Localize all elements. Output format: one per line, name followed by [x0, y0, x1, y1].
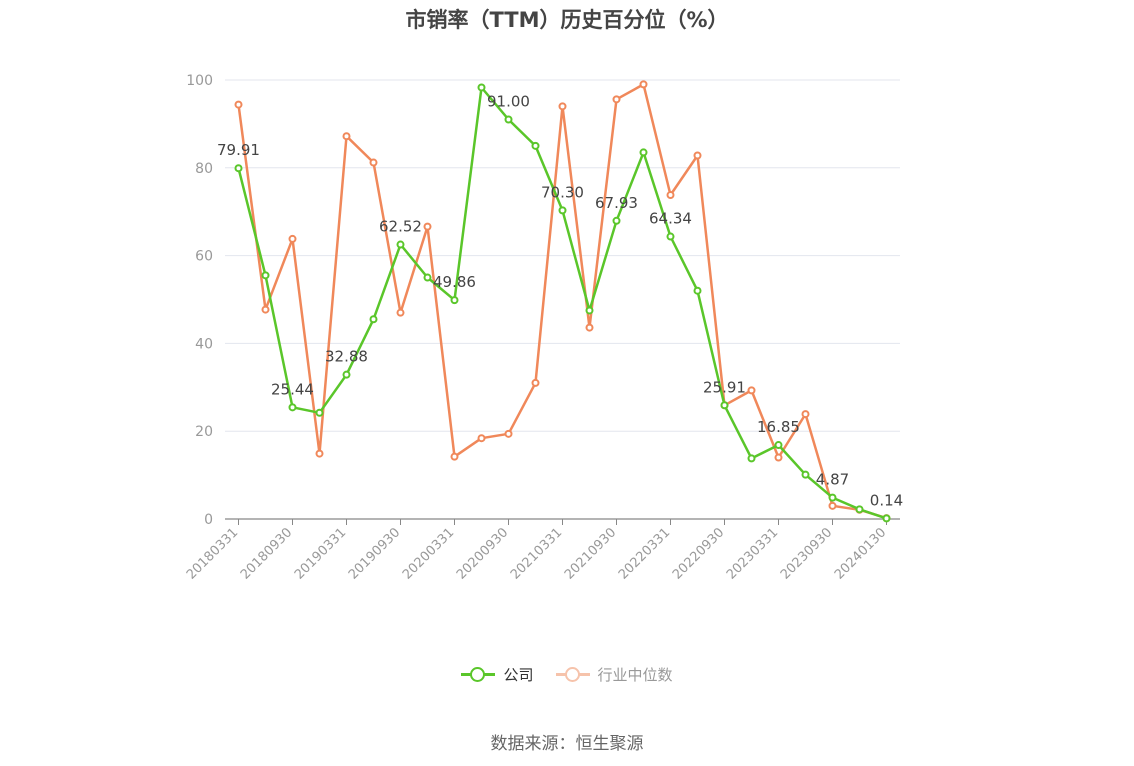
data-point	[396, 240, 405, 249]
data-point	[585, 306, 594, 315]
data-point	[315, 408, 324, 417]
data-point	[693, 151, 702, 160]
data-label: 25.44	[271, 380, 314, 398]
data-point	[801, 410, 810, 419]
data-point	[558, 102, 567, 111]
label-layer: 79.91 25.44 32.88 62.52 49.86 91.00 70.30 67.93…	[217, 93, 903, 510]
y-tick-label: 20	[195, 424, 213, 440]
data-point	[261, 271, 270, 280]
data-point	[477, 434, 486, 443]
data-point	[234, 164, 243, 173]
x-tick-label: 20200930	[454, 525, 511, 582]
x-tick-label: 20180930	[238, 525, 295, 582]
x-tick-label: 20240130	[832, 525, 889, 582]
data-point	[531, 141, 540, 150]
data-point	[801, 470, 810, 479]
data-label: 0.14	[870, 491, 903, 509]
series-line-1	[237, 83, 887, 520]
x-tick-label: 20230331	[724, 525, 781, 582]
data-point	[882, 514, 891, 523]
data-point	[423, 273, 432, 282]
legend: 公司 行业中位数	[0, 664, 1134, 685]
chart-title: 市销率（TTM）历史百分位（%）	[405, 8, 729, 32]
data-point	[612, 216, 621, 225]
legend-industry-line-icon	[555, 667, 590, 682]
data-point	[342, 370, 351, 379]
legend-industry-label: 行业中位数	[597, 666, 673, 684]
source-note: 数据来源：恒生聚源	[490, 734, 644, 754]
data-point	[234, 100, 243, 109]
data-label: 62.52	[379, 218, 422, 236]
data-point	[774, 453, 783, 462]
data-point	[504, 429, 513, 438]
data-point	[423, 222, 432, 231]
data-point	[855, 505, 864, 514]
data-point	[828, 501, 837, 510]
data-point	[828, 493, 837, 502]
data-point	[477, 83, 486, 92]
data-point	[747, 454, 756, 463]
data-point	[504, 115, 513, 124]
data-point	[639, 148, 648, 157]
x-tick-label: 20210930	[562, 525, 619, 582]
x-tick-label: 20190331	[292, 525, 349, 582]
data-label: 4.87	[816, 471, 849, 489]
data-point	[369, 315, 378, 324]
data-point	[639, 80, 648, 89]
data-label: 70.30	[541, 183, 584, 201]
x-tick-label: 20200331	[400, 525, 457, 582]
legend-item-company[interactable]: 公司	[461, 664, 534, 685]
data-point	[558, 206, 567, 215]
data-label: 49.86	[433, 273, 476, 291]
y-tick-label: 80	[195, 161, 213, 177]
data-label: 79.91	[217, 141, 260, 159]
x-tick-label: 20210331	[508, 525, 565, 582]
data-point	[450, 296, 459, 305]
legend-company-label: 公司	[503, 666, 534, 684]
data-point	[720, 401, 729, 410]
data-label: 16.85	[757, 418, 800, 436]
data-point	[693, 286, 702, 295]
data-point	[288, 234, 297, 243]
data-label: 91.00	[487, 93, 530, 111]
data-point	[747, 386, 756, 395]
data-label: 25.91	[703, 378, 746, 396]
y-tick-label: 40	[195, 336, 213, 352]
y-tick-label: 60	[195, 249, 213, 265]
data-point	[450, 452, 459, 461]
data-point	[666, 232, 675, 241]
data-point	[315, 449, 324, 458]
data-point	[666, 191, 675, 200]
series-layer	[234, 80, 891, 523]
data-point	[774, 441, 783, 450]
x-tick-label: 20220930	[670, 525, 727, 582]
series-line-0	[237, 86, 887, 520]
legend-item-industry-median[interactable]: 行业中位数	[555, 664, 673, 685]
x-tick-label: 20190930	[346, 525, 403, 582]
data-label: 32.88	[325, 348, 368, 366]
x-tick-label: 20220331	[616, 525, 673, 582]
data-point	[585, 323, 594, 332]
data-label: 67.93	[595, 194, 638, 212]
y-tick-label: 0	[204, 512, 213, 528]
data-point	[396, 308, 405, 317]
data-label: 64.34	[649, 210, 692, 228]
data-point	[612, 95, 621, 104]
data-point	[288, 403, 297, 412]
data-point	[261, 305, 270, 314]
data-point	[342, 132, 351, 141]
data-point	[369, 158, 378, 167]
legend-company-line-icon	[461, 667, 496, 682]
data-point	[531, 378, 540, 387]
x-tick-label: 20230930	[778, 525, 835, 582]
y-tick-label: 100	[186, 73, 213, 89]
x-tick-label: 20180331	[184, 525, 241, 582]
